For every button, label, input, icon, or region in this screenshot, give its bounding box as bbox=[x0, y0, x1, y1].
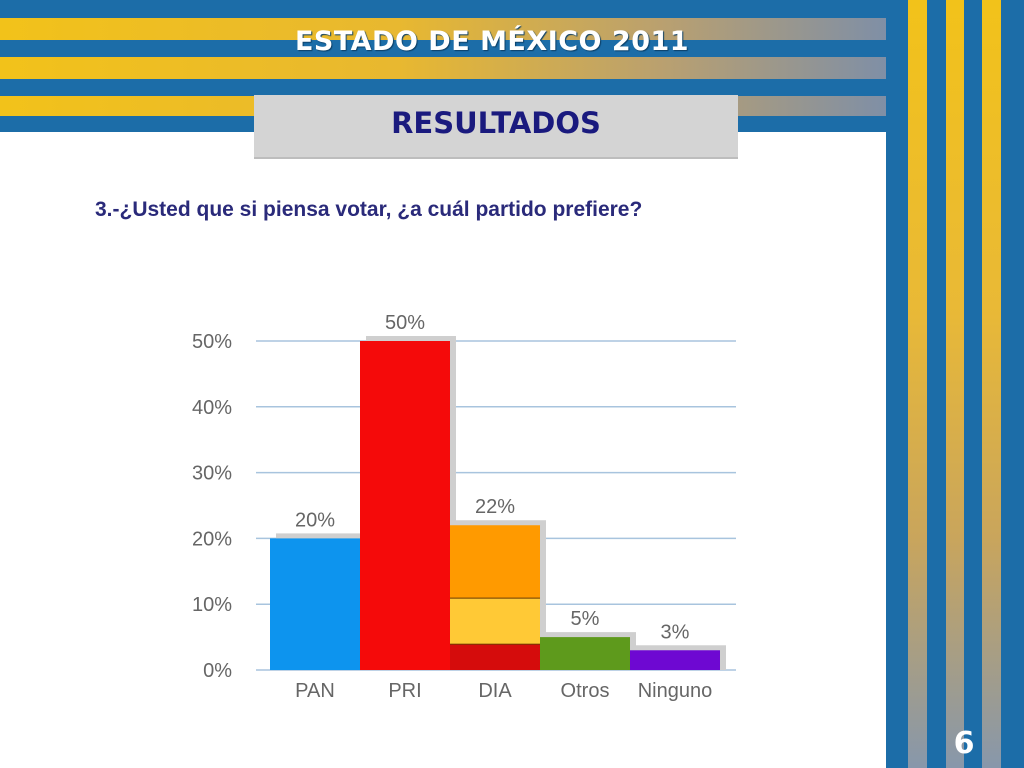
y-tick-label: 20% bbox=[192, 528, 232, 550]
x-category-label: Otros bbox=[561, 680, 610, 702]
x-category-label: PRI bbox=[388, 680, 421, 702]
side-stripe bbox=[964, 0, 982, 768]
side-stripe bbox=[927, 0, 946, 768]
section-title-box bbox=[254, 95, 738, 159]
side-stripe bbox=[886, 0, 908, 768]
data-label: 3% bbox=[661, 621, 690, 643]
question-text: 3.-¿Usted que si piensa votar, ¿a cuál p… bbox=[95, 198, 643, 221]
bars bbox=[270, 341, 720, 670]
header-stripe bbox=[0, 18, 886, 40]
header-stripe bbox=[0, 40, 886, 57]
header-stripe bbox=[0, 0, 886, 18]
y-tick-label: 0% bbox=[203, 660, 232, 682]
bar bbox=[540, 637, 630, 670]
x-category-label: Ninguno bbox=[638, 680, 713, 702]
side-stripe bbox=[908, 0, 927, 768]
side-stripe bbox=[946, 0, 964, 768]
header-stripe bbox=[0, 57, 886, 79]
bar bbox=[360, 341, 450, 670]
data-label: 5% bbox=[571, 608, 600, 630]
x-category-label: DIA bbox=[478, 680, 512, 702]
data-label: 50% bbox=[385, 312, 425, 334]
bar-segment bbox=[450, 597, 540, 644]
bar-chart: 0% 10% 20% 30% 40% 50% 20% PAN 50% PRI 22% DIA 5% Otr… bbox=[192, 312, 736, 702]
bar-segment bbox=[450, 525, 540, 598]
y-tick-label: 50% bbox=[192, 331, 232, 353]
header-stripe bbox=[0, 79, 886, 96]
bar bbox=[270, 538, 360, 670]
data-label: 22% bbox=[475, 496, 515, 518]
page-number: 6 bbox=[953, 726, 975, 761]
bar bbox=[630, 650, 720, 670]
page-title: ESTADO DE MÉXICO 2011 bbox=[294, 26, 690, 57]
side-stripe bbox=[1001, 0, 1024, 768]
y-tick-label: 40% bbox=[192, 397, 232, 419]
side-stripe bbox=[982, 0, 1001, 768]
y-tick-label: 10% bbox=[192, 594, 232, 616]
bar-segment bbox=[450, 643, 540, 670]
x-category-label: PAN bbox=[295, 680, 335, 702]
y-tick-label: 30% bbox=[192, 463, 232, 485]
section-title: RESULTADOS bbox=[391, 106, 601, 140]
chart-labels: 0% 10% 20% 30% 40% 50% 20% PAN 50% PRI 22% DIA 5% Otr… bbox=[192, 312, 712, 702]
data-label: 20% bbox=[295, 509, 335, 531]
